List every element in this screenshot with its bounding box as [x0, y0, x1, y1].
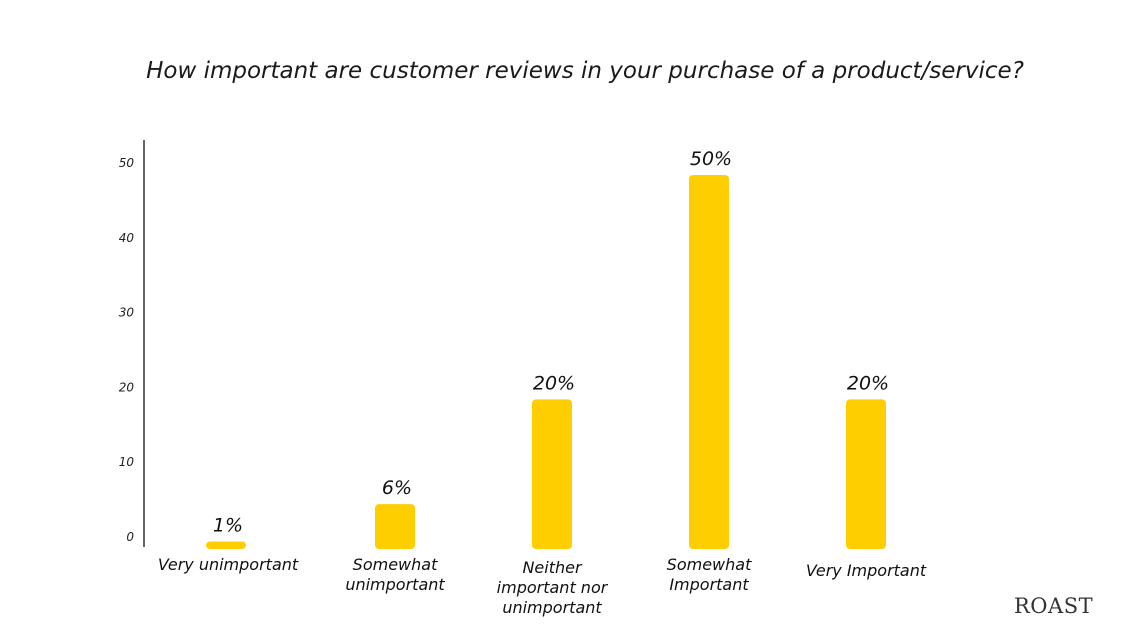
- y-tick-label: 40: [119, 231, 135, 245]
- data-label: 20%: [847, 372, 889, 394]
- data-label: 20%: [533, 372, 575, 394]
- x-category-label: Very unimportant: [143, 555, 313, 575]
- x-category-label-line: Neither: [522, 558, 582, 577]
- x-category-label: Somewhat Important: [624, 555, 794, 595]
- y-tick-label: 20: [119, 380, 135, 394]
- x-category-label-line: unimportant: [502, 598, 602, 617]
- y-tick-label: 30: [119, 306, 135, 320]
- roast-logo: ROAST: [1014, 594, 1094, 618]
- x-category-label-line: Very unimportant: [157, 555, 299, 574]
- x-category-label-line: Somewhat: [352, 555, 438, 574]
- x-category-label: Somewhat unimportant: [310, 555, 480, 595]
- x-category-label: Very Important: [781, 561, 951, 581]
- x-category-label-line: important nor: [496, 578, 608, 597]
- data-label: 6%: [382, 477, 412, 499]
- y-tick-label: 0: [126, 530, 134, 544]
- x-category-label: Neither important nor unimportant: [467, 558, 637, 618]
- y-tick-label: 10: [119, 455, 135, 469]
- data-label: 1%: [213, 515, 243, 537]
- bar: [375, 504, 415, 549]
- bar: [532, 399, 572, 549]
- x-category-label-line: unimportant: [345, 575, 445, 594]
- x-category-label-line: Somewhat: [666, 555, 752, 574]
- chart-title: How important are customer reviews in yo…: [146, 58, 1024, 84]
- x-category-label-line: Important: [669, 575, 749, 594]
- bar: [689, 175, 729, 549]
- x-category-label-line: Very Important: [805, 561, 927, 580]
- y-tick-label: 50: [119, 156, 135, 170]
- bar: [206, 541, 246, 549]
- data-label: 50%: [690, 148, 732, 170]
- bar: [846, 399, 886, 549]
